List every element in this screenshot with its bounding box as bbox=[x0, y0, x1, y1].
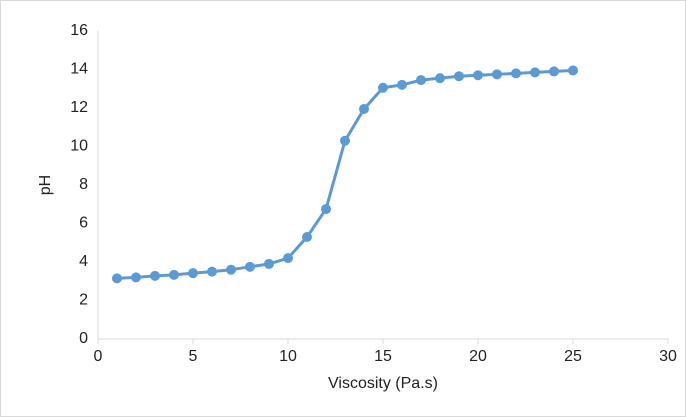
data-point bbox=[207, 266, 217, 277]
data-point bbox=[359, 103, 369, 114]
x-tick-label: 30 bbox=[659, 348, 677, 365]
data-point bbox=[530, 67, 540, 78]
data-point bbox=[302, 231, 312, 242]
data-point bbox=[568, 65, 578, 76]
data-point bbox=[473, 70, 483, 81]
data-point bbox=[169, 269, 179, 280]
y-axis-label: pH bbox=[37, 175, 54, 195]
y-tick-label: 10 bbox=[70, 138, 88, 155]
data-point bbox=[321, 204, 331, 215]
data-point bbox=[131, 272, 141, 283]
y-tick-label: 2 bbox=[79, 292, 88, 309]
y-tick-label: 14 bbox=[70, 61, 88, 78]
data-point bbox=[397, 79, 407, 90]
y-tick-label: 12 bbox=[70, 99, 88, 116]
x-tick-label: 25 bbox=[564, 348, 582, 365]
data-point bbox=[511, 68, 521, 79]
data-point bbox=[188, 268, 198, 279]
x-tick-label: 0 bbox=[94, 348, 103, 365]
data-point bbox=[435, 73, 445, 84]
x-tick-label: 10 bbox=[279, 348, 297, 365]
data-point bbox=[416, 75, 426, 86]
data-point bbox=[492, 69, 502, 80]
x-axis-label: Viscosity (Pa.s) bbox=[328, 375, 438, 392]
x-tick-label: 20 bbox=[469, 348, 487, 365]
y-tick-label: 16 bbox=[70, 22, 88, 39]
data-point bbox=[283, 253, 293, 264]
data-point bbox=[150, 270, 160, 281]
y-tick-label: 8 bbox=[79, 176, 88, 193]
y-tick-label: 4 bbox=[79, 253, 88, 270]
data-point bbox=[549, 66, 559, 77]
data-point bbox=[340, 135, 350, 146]
data-point bbox=[226, 264, 236, 275]
x-tick-label: 5 bbox=[189, 348, 198, 365]
y-tick-label: 6 bbox=[79, 215, 88, 232]
x-tick-label: 15 bbox=[374, 348, 392, 365]
data-point bbox=[454, 71, 464, 82]
y-tick-label: 0 bbox=[79, 330, 88, 347]
data-point bbox=[378, 82, 388, 93]
data-point bbox=[245, 261, 255, 272]
data-point bbox=[264, 258, 274, 269]
data-point bbox=[112, 273, 122, 284]
